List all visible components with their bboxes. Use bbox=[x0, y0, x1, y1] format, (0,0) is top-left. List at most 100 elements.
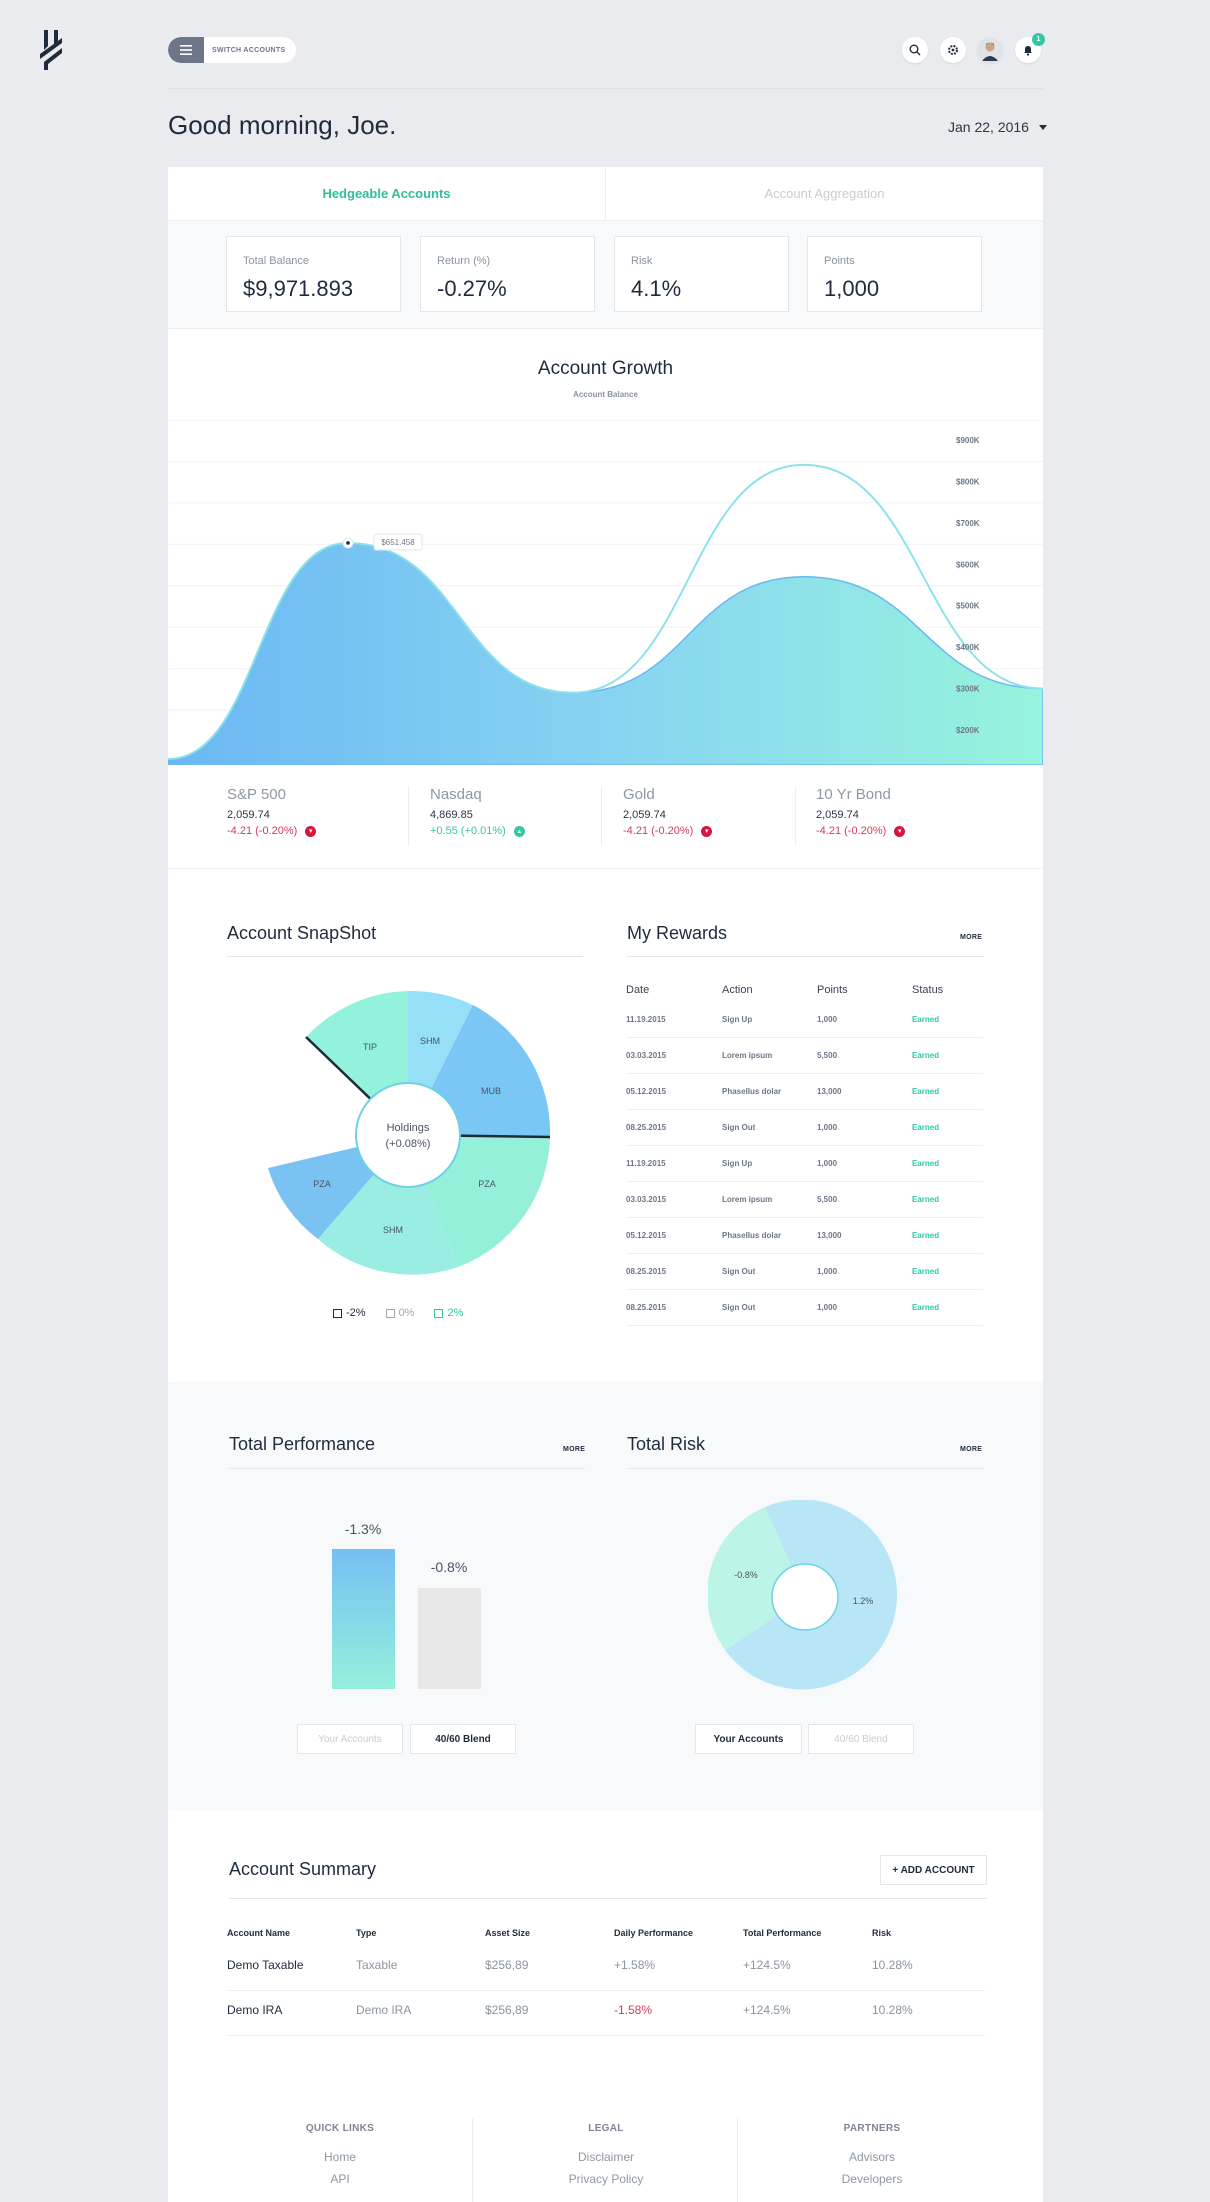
footer-link[interactable]: Advisors bbox=[848, 2150, 895, 2164]
footer-link[interactable]: API bbox=[330, 2172, 350, 2186]
risk-more-link[interactable]: MORE bbox=[960, 1446, 983, 1453]
cell: 03.03.2015 bbox=[626, 1051, 667, 1060]
cell: Lorem ipsum bbox=[722, 1051, 773, 1060]
peak-marker-dot bbox=[346, 541, 350, 545]
table-row[interactable]: 05.12.2015 Phasellus dolar 13,000 Earned bbox=[626, 1218, 983, 1254]
segment-label: MUB bbox=[481, 1086, 501, 1096]
bell-icon bbox=[1024, 46, 1032, 56]
add-account-button[interactable]: + ADD ACCOUNT bbox=[880, 1855, 987, 1885]
cell: 1,000 bbox=[817, 1159, 838, 1168]
table-row[interactable]: 11.19.2015 Sign Up 1,000 Earned bbox=[626, 1146, 983, 1182]
table-row[interactable]: 03.03.2015 Lorem ipsum 5,500 Earned bbox=[626, 1182, 983, 1218]
cell: 1,000 bbox=[817, 1015, 838, 1024]
market-nasdaq[interactable]: Nasdaq 4,869.85 +0.55 (+0.01%) ▴ bbox=[430, 786, 525, 837]
cell: Phasellus dolar bbox=[722, 1231, 782, 1240]
holdings-pie-chart: Holdings (+0.08%) SHM MUB PZA SHM PZA TI… bbox=[268, 990, 551, 1275]
footer-partners: PARTNERS Advisors Developers bbox=[822, 2123, 922, 2186]
stat-value: $9,971.893 bbox=[243, 276, 354, 301]
cell: 1,000 bbox=[817, 1267, 838, 1276]
tab-account-aggregation[interactable]: Account Aggregation bbox=[764, 186, 885, 201]
table-row[interactable]: 11.19.2015 Sign Up 1,000 Earned bbox=[626, 1002, 983, 1038]
cell: Earned bbox=[912, 1123, 940, 1132]
pie-segment-shm-bottom[interactable] bbox=[318, 1135, 458, 1275]
footer-link[interactable]: Disclaimer bbox=[577, 2150, 634, 2164]
legend-item[interactable]: 2% bbox=[434, 1307, 463, 1319]
stat-label: Return (%) bbox=[437, 255, 491, 267]
notifications-button[interactable]: 1 bbox=[1015, 33, 1045, 63]
cell: +124.5% bbox=[743, 2003, 791, 2017]
tab-hedgeable-accounts[interactable]: Hedgeable Accounts bbox=[168, 167, 606, 220]
bar-blend[interactable] bbox=[418, 1588, 481, 1689]
snapshot-title: Account SnapShot bbox=[227, 923, 377, 943]
performance-more-link[interactable]: MORE bbox=[563, 1446, 586, 1453]
table-row[interactable]: 08.25.2015 Sign Out 1,000 Earned bbox=[626, 1290, 983, 1326]
footer-heading: PARTNERS bbox=[843, 2123, 901, 2134]
legend-item[interactable]: 0% bbox=[385, 1307, 414, 1319]
market-name: Gold bbox=[623, 786, 655, 803]
cell: Sign Out bbox=[722, 1123, 756, 1132]
risk-segment-negative[interactable] bbox=[708, 1507, 805, 1650]
market-10yr-bond[interactable]: 10 Yr Bond 2,059.74 -4.21 (-0.20%) ▾ bbox=[816, 786, 906, 837]
footer-link[interactable]: Home bbox=[323, 2150, 356, 2164]
market-gold[interactable]: Gold 2,059.74 -4.21 (-0.20%) ▾ bbox=[623, 786, 713, 837]
segment-label: TIP bbox=[363, 1042, 377, 1052]
brand-logo[interactable] bbox=[38, 28, 66, 70]
stat-total-balance: Total Balance $9,971.893 bbox=[226, 236, 401, 312]
stat-value: -0.27% bbox=[437, 276, 507, 301]
switch-accounts-button[interactable]: SWITCH ACCOUNTS bbox=[168, 37, 296, 63]
perf-your-accounts-button[interactable]: Your Accounts bbox=[297, 1724, 403, 1754]
market-name: S&P 500 bbox=[227, 786, 286, 803]
table-row[interactable]: 03.03.2015 Lorem ipsum 5,500 Earned bbox=[626, 1038, 983, 1074]
market-sp500[interactable]: S&P 500 2,059.74 -4.21 (-0.20%) ▾ bbox=[227, 786, 317, 837]
y-tick-label: $300K bbox=[956, 685, 980, 694]
cell: 08.25.2015 bbox=[626, 1123, 667, 1132]
header-divider bbox=[168, 88, 1043, 89]
cell: +124.5% bbox=[743, 1958, 791, 1972]
cell: Earned bbox=[912, 1267, 940, 1276]
risk-your-accounts-button[interactable]: Your Accounts bbox=[695, 1724, 802, 1754]
stat-value: 4.1% bbox=[631, 276, 682, 301]
menu-icon bbox=[168, 37, 204, 63]
risk-blend-button[interactable]: 40/60 Blend bbox=[808, 1724, 914, 1754]
section-divider bbox=[168, 868, 1043, 869]
footer-link[interactable]: Developers bbox=[841, 2172, 903, 2186]
bar-value-label: -0.8% bbox=[431, 1559, 468, 1575]
rewards-more-link[interactable]: MORE bbox=[960, 934, 983, 941]
settings-button[interactable] bbox=[940, 37, 966, 63]
cell: 05.12.2015 bbox=[626, 1087, 667, 1096]
stat-risk: Risk 4.1% bbox=[614, 236, 789, 312]
date-selector[interactable]: Jan 22, 2016 bbox=[948, 119, 1047, 135]
cell: -1.58% bbox=[614, 2003, 653, 2017]
holdings-change: (+0.08%) bbox=[386, 1138, 431, 1150]
footer-link[interactable]: Privacy Policy bbox=[568, 2172, 644, 2186]
market-change: -4.21 (-0.20%) bbox=[816, 825, 887, 837]
cell: Earned bbox=[912, 1051, 940, 1060]
bar-your-accounts[interactable] bbox=[332, 1549, 395, 1689]
performance-bar-chart: -1.3% -0.8% bbox=[332, 1521, 481, 1689]
snapshot-legend: -2% 0% 2% bbox=[333, 1307, 463, 1319]
table-row[interactable]: Demo IRA Demo IRA $256,89 -1.58% +124.5%… bbox=[227, 2003, 985, 2036]
market-price: 2,059.74 bbox=[227, 809, 270, 821]
cell: Sign Up bbox=[722, 1159, 753, 1168]
col-points: Points bbox=[817, 984, 848, 996]
legend-item[interactable]: -2% bbox=[333, 1307, 366, 1319]
avatar[interactable] bbox=[977, 37, 1003, 63]
perf-blend-button[interactable]: 40/60 Blend bbox=[410, 1724, 516, 1754]
y-tick-label: $600K bbox=[956, 560, 980, 569]
table-row[interactable]: 05.12.2015 Phasellus dolar 13,000 Earned bbox=[626, 1074, 983, 1110]
stat-value: 1,000 bbox=[824, 276, 880, 301]
stat-points: Points 1,000 bbox=[807, 236, 982, 312]
search-button[interactable] bbox=[902, 37, 928, 63]
growth-title: Account Growth bbox=[537, 358, 674, 379]
table-row[interactable]: 08.25.2015 Sign Out 1,000 Earned bbox=[626, 1110, 983, 1146]
segment-label: SHM bbox=[383, 1225, 403, 1235]
table-row[interactable]: 08.25.2015 Sign Out 1,000 Earned bbox=[626, 1254, 983, 1290]
stat-label: Points bbox=[824, 255, 855, 267]
performance-title: Total Performance bbox=[229, 1434, 376, 1454]
footer-heading: LEGAL bbox=[588, 2123, 624, 2134]
market-change: -4.21 (-0.20%) bbox=[623, 825, 694, 837]
market-price: 4,869.85 bbox=[430, 809, 473, 821]
table-row[interactable]: Demo Taxable Taxable $256,89 +1.58% +124… bbox=[227, 1958, 985, 1991]
y-tick-label: $700K bbox=[956, 519, 980, 528]
cell: 11.19.2015 bbox=[626, 1015, 666, 1024]
